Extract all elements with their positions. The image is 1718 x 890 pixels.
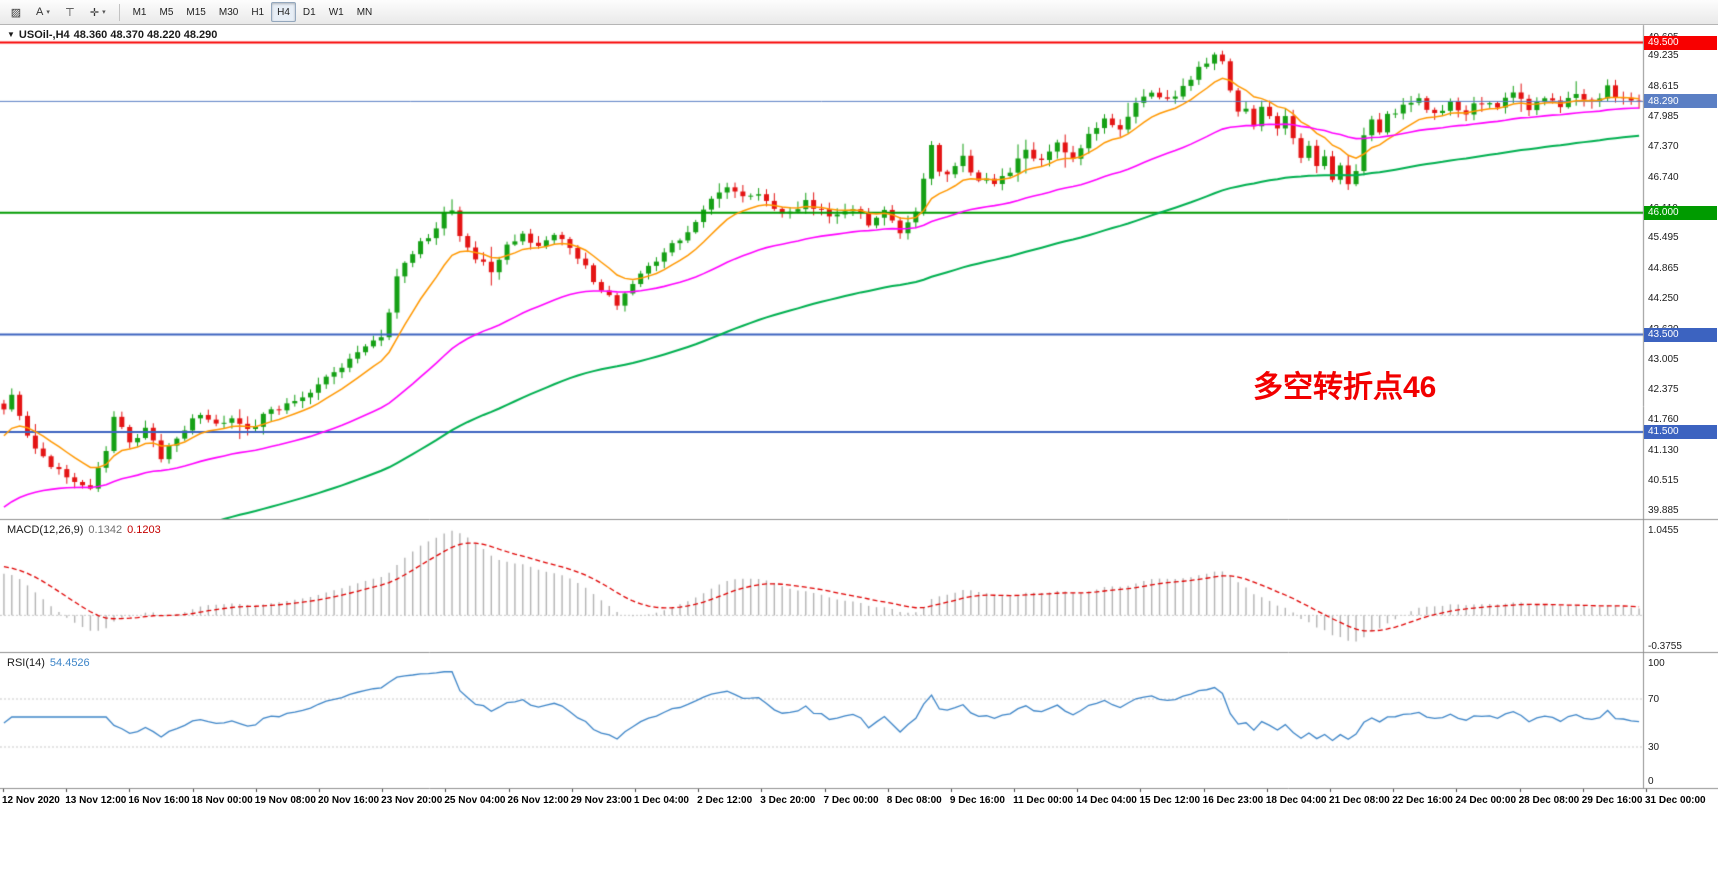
timeframe-button-mn[interactable]: MN — [356, 6, 373, 18]
timeframe-button-h4[interactable]: H4 — [271, 2, 296, 22]
price-axis-tick: 41.130 — [1648, 444, 1679, 456]
time-axis-label: 16 Nov 16:00 — [128, 795, 190, 806]
collapse-arrow-icon: ▼ — [7, 30, 15, 39]
rsi-axis-tick: 0 — [1648, 776, 1654, 787]
macd-label: MACD(12,26,9) 0.1342 0.1203 — [7, 524, 161, 536]
time-axis-label: 25 Nov 04:00 — [444, 795, 506, 806]
timeframe-button-d1[interactable]: D1 — [302, 6, 316, 18]
time-axis-label: 2 Dec 12:00 — [697, 795, 753, 806]
drawing-tools-group: ▨ A ▾ ⊤ ✛ ▾ — [4, 2, 112, 22]
time-axis-label: 24 Dec 00:00 — [1455, 795, 1517, 806]
time-axis-label: 18 Dec 04:00 — [1265, 795, 1327, 806]
rsi-label: RSI(14) 54.4526 — [7, 657, 90, 669]
price-axis-tick: 44.865 — [1648, 263, 1679, 275]
toolbar: ▨ A ▾ ⊤ ✛ ▾ M1 M5 M15 M30 H1 H4 D1 W1 MN — [0, 0, 1718, 25]
time-axis-label: 3 Dec 20:00 — [760, 795, 816, 806]
dropdown-arrow-icon: ▾ — [102, 9, 106, 16]
price-level-badge: 46.000 — [1644, 205, 1717, 220]
macd-axis-tick: -0.3755 — [1648, 641, 1682, 652]
price-axis-tick: 42.375 — [1648, 384, 1679, 396]
price-axis-tick: 40.515 — [1648, 474, 1679, 486]
chart-title: ▼ USOil-,H4 48.360 48.370 48.220 48.290 — [7, 29, 221, 41]
time-axis-label: 13 Nov 12:00 — [65, 795, 127, 806]
time-axis-label: 19 Nov 08:00 — [254, 795, 316, 806]
timeframe-button-m30[interactable]: M30 — [218, 6, 239, 18]
rsi-value: 54.4526 — [49, 657, 90, 669]
macd-signal-value: 0.1203 — [127, 524, 161, 536]
time-axis-label: 28 Dec 08:00 — [1518, 795, 1580, 806]
time-axis-label: 26 Nov 12:00 — [507, 795, 569, 806]
time-axis-label: 11 Dec 00:00 — [1013, 795, 1074, 806]
price-axis-tick: 48.615 — [1648, 80, 1679, 92]
price-scale-axis[interactable]: 49.60549.23548.61547.98547.37046.74046.1… — [1643, 25, 1718, 789]
timeframe-button-m1[interactable]: M1 — [132, 6, 147, 18]
price-axis-tick: 41.760 — [1648, 414, 1679, 426]
price-axis-tick: 47.985 — [1648, 111, 1679, 123]
text-tool-icon: A — [36, 6, 44, 18]
time-axis-label: 29 Nov 23:00 — [570, 795, 632, 806]
timeframe-buttons-group: M1 M5 M15 M30 H1 H4 D1 W1 MN — [127, 2, 379, 22]
text-tool-button[interactable]: A ▾ — [30, 2, 56, 22]
crosshair-tool-icon: ✛ — [89, 6, 100, 19]
time-axis-label: 21 Dec 08:00 — [1329, 795, 1390, 806]
time-scale-axis[interactable]: 12 Nov 2020 13 Nov 12:00 16 Nov 16:00 18 No… — [0, 789, 1718, 813]
time-axis-label: 9 Dec 16:00 — [949, 795, 1005, 806]
vertical-line-tool-icon: ⊤ — [65, 6, 75, 19]
price-axis-tick: 43.005 — [1648, 353, 1679, 365]
time-axis-label: 20 Nov 16:00 — [317, 795, 380, 806]
toolbar-separator — [118, 3, 120, 21]
price-axis-tick: 49.235 — [1648, 50, 1679, 62]
time-axis-label: 14 Dec 04:00 — [1076, 795, 1137, 806]
rsi-axis-tick: 100 — [1648, 658, 1665, 669]
time-axis-label: 16 Dec 23:00 — [1202, 795, 1264, 806]
dropdown-arrow-icon: ▾ — [46, 9, 50, 16]
crosshair-tool-button[interactable]: ✛ ▾ — [84, 2, 112, 22]
time-axis-label: 22 Dec 16:00 — [1392, 795, 1453, 806]
price-axis-tick: 47.370 — [1648, 141, 1679, 153]
hatch-pattern-tool-button[interactable]: ▨ — [4, 2, 28, 22]
rsi-name: RSI(14) — [7, 657, 45, 669]
annotation-text[interactable]: 多空转折点46 — [1253, 371, 1437, 404]
time-axis-label: 29 Dec 16:00 — [1581, 795, 1643, 806]
hatch-pattern-tool-icon: ▨ — [10, 6, 22, 19]
time-axis-label: 8 Dec 08:00 — [886, 795, 942, 806]
time-axis-label: 1 Dec 04:00 — [633, 795, 689, 806]
rsi-axis-tick: 70 — [1648, 694, 1660, 705]
time-axis-label: 15 Dec 12:00 — [1139, 795, 1201, 806]
chart-ohlc-values: 48.360 48.370 48.220 48.290 — [73, 29, 218, 41]
time-axis-label: 18 Nov 00:00 — [191, 795, 253, 806]
price-axis-tick: 39.885 — [1648, 505, 1679, 517]
time-axis-label: 31 Dec 00:00 — [1645, 795, 1706, 806]
macd-main-value: 0.1342 — [88, 524, 123, 536]
price-axis-tick: 45.495 — [1648, 232, 1679, 244]
timeframe-button-m5[interactable]: M5 — [159, 6, 174, 18]
timeframe-button-m15[interactable]: M15 — [186, 6, 206, 18]
rsi-axis-tick: 30 — [1648, 742, 1660, 753]
price-level-badge: 41.500 — [1644, 424, 1717, 439]
time-axis-label: 7 Dec 00:00 — [823, 795, 879, 806]
price-axis-tick: 46.740 — [1648, 171, 1679, 183]
timeframe-button-h1[interactable]: H1 — [251, 6, 265, 18]
time-axis-label: 12 Nov 2020 — [2, 795, 60, 806]
macd-axis-tick: 1.0455 — [1648, 525, 1679, 536]
price-level-badge: 49.500 — [1644, 35, 1717, 50]
time-axis-label: 23 Nov 20:00 — [381, 795, 443, 806]
price-axis-tick: 44.250 — [1648, 293, 1679, 305]
macd-name: MACD(12,26,9) — [7, 524, 84, 536]
vertical-line-tool-button[interactable]: ⊤ — [58, 2, 82, 22]
price-level-badge: 48.290 — [1644, 94, 1717, 109]
price-level-badge: 43.500 — [1644, 327, 1717, 342]
chart-symbol-period: USOil-,H4 — [18, 29, 70, 41]
timeframe-button-w1[interactable]: W1 — [328, 6, 344, 18]
